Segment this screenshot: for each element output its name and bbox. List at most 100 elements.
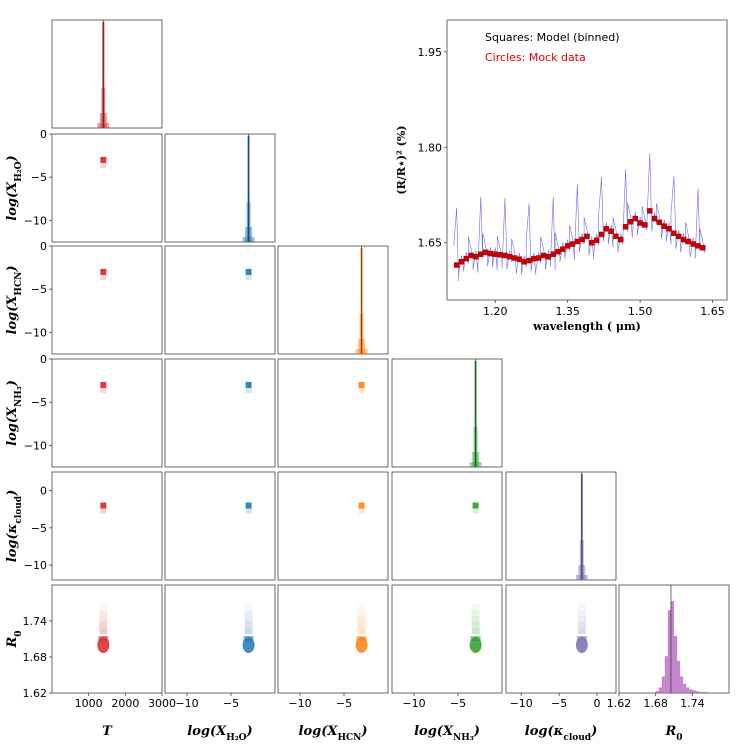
density-cell bbox=[357, 622, 366, 628]
panel-frame bbox=[391, 358, 503, 468]
density-cell bbox=[357, 628, 366, 634]
y-tick-label: −5 bbox=[31, 171, 47, 184]
y-tick-label: 1.95 bbox=[418, 46, 443, 59]
panel-R0-vs-HCN: −10 −5 bbox=[277, 584, 389, 710]
panel-frame bbox=[164, 584, 276, 694]
density-cell bbox=[471, 616, 480, 622]
density-cell bbox=[472, 502, 479, 509]
x-tick-label: 3000 bbox=[148, 697, 176, 710]
density-cell bbox=[243, 636, 254, 641]
y-tick-label: 0 bbox=[40, 485, 47, 498]
y-axis-label-NH3: log(XNH₃) bbox=[5, 380, 24, 446]
density-cell bbox=[100, 507, 107, 514]
panel-NH3-vs-T: 0 −5 −10 bbox=[24, 353, 163, 468]
binned-data-point bbox=[632, 215, 638, 222]
spectrum-plot: 1.20 1.35 1.50 1.65 1.65 1.80 1.95 wavelength (… bbox=[395, 19, 728, 333]
x-tick-label: −5 bbox=[223, 697, 239, 710]
binned-data-point bbox=[695, 243, 701, 249]
panel-frame bbox=[277, 584, 389, 694]
density-cell bbox=[100, 268, 107, 275]
density-cell bbox=[99, 604, 108, 610]
corner-plot: 0 −5 −10 0 −5 −10 0 −5 −10 0 −5 −10 1000 2000 3000 1.74… bbox=[5, 19, 730, 743]
x-tick-label: 1.20 bbox=[483, 305, 508, 318]
binned-data-point bbox=[593, 237, 600, 243]
density-cell bbox=[100, 381, 107, 388]
density-cell bbox=[357, 610, 366, 616]
binned-data-point bbox=[676, 233, 682, 240]
density-cell bbox=[99, 622, 108, 628]
binned-data-point bbox=[671, 230, 677, 236]
model-spectrum-line bbox=[453, 153, 706, 281]
y-tick-label: −10 bbox=[24, 214, 47, 227]
panel-NH3-vs-NH3 bbox=[391, 358, 503, 468]
binned-data-point bbox=[536, 255, 542, 261]
histogram-bar bbox=[689, 689, 693, 693]
x-tick-label: 1000 bbox=[75, 697, 103, 710]
binned-data-point bbox=[680, 236, 687, 243]
x-tick-label: 1.62 bbox=[607, 697, 632, 710]
histogram-bar bbox=[695, 691, 699, 693]
panel-HCN-vs-H2O bbox=[164, 245, 276, 355]
y-tick-label: 1.74 bbox=[23, 615, 48, 628]
panel-frame bbox=[51, 133, 163, 243]
panel-kappa-vs-HCN bbox=[277, 471, 389, 581]
panel-frame bbox=[277, 245, 389, 355]
y-tick-label: 0 bbox=[40, 128, 47, 141]
x-tick-label: −5 bbox=[450, 697, 466, 710]
binned-data-point bbox=[647, 208, 653, 214]
density-cell bbox=[577, 610, 586, 616]
panel-frame bbox=[51, 19, 163, 129]
y-tick-label: 1.68 bbox=[23, 651, 48, 664]
density-cell bbox=[244, 622, 253, 628]
binned-data-point bbox=[487, 250, 494, 257]
binned-data-point bbox=[579, 236, 585, 243]
density-cell bbox=[577, 622, 586, 628]
x-axis-label-kappa: log(κcloud) bbox=[525, 724, 598, 743]
binned-data-point bbox=[463, 255, 470, 262]
x-axis-label-HCN: log(XHCN) bbox=[299, 724, 368, 743]
histogram-bar bbox=[655, 691, 659, 693]
panel-H2O-vs-T: 0 −5 −10 bbox=[24, 128, 163, 243]
density-cell bbox=[577, 616, 586, 622]
panel-frame bbox=[51, 471, 163, 581]
x-axis-label-T: T bbox=[102, 724, 113, 739]
binned-data-point bbox=[550, 251, 556, 257]
x-tick-label: 1.65 bbox=[700, 305, 725, 318]
panel-frame bbox=[505, 471, 617, 581]
binned-data-point bbox=[564, 243, 571, 249]
density-cell bbox=[358, 386, 365, 393]
density-cell bbox=[244, 610, 253, 616]
histogram-bar bbox=[686, 687, 690, 693]
density-cell bbox=[245, 273, 252, 280]
x-tick-label: 0 bbox=[594, 697, 601, 710]
panel-NH3-vs-H2O bbox=[164, 358, 276, 468]
binned-data-point bbox=[492, 251, 498, 257]
density-cell bbox=[357, 616, 366, 622]
histogram-bar bbox=[658, 687, 662, 693]
density-cell bbox=[472, 507, 479, 514]
x-tick-label: 1.68 bbox=[643, 697, 668, 710]
panel-kappa-vs-T: 0 −5 −10 bbox=[24, 471, 163, 581]
density-cell bbox=[245, 381, 252, 388]
panel-frame bbox=[391, 471, 503, 581]
density-cell bbox=[244, 604, 253, 610]
panel-kappa-vs-kappa bbox=[505, 471, 617, 581]
y-axis-label-H2O: log(XH₂O) bbox=[5, 155, 24, 220]
histogram-bar bbox=[667, 610, 671, 693]
density-cell bbox=[100, 161, 107, 168]
y-axis-label-R0: R0 bbox=[5, 630, 24, 648]
density-cell bbox=[100, 156, 107, 163]
x-tick-label: −10 bbox=[510, 697, 533, 710]
x-axis-label-NH3: log(XNH₃) bbox=[414, 724, 480, 743]
binned-data-point bbox=[540, 252, 547, 259]
binned-data-point bbox=[651, 215, 658, 222]
density-cell bbox=[99, 628, 108, 634]
binned-data-point bbox=[473, 254, 479, 260]
density-cell bbox=[358, 502, 365, 509]
histogram-bar bbox=[670, 601, 674, 693]
density-cell bbox=[576, 636, 587, 641]
panel-frame bbox=[164, 358, 276, 468]
binned-data-point bbox=[458, 259, 465, 265]
panel-frame bbox=[277, 358, 389, 468]
y-tick-label: 1.62 bbox=[23, 687, 48, 700]
